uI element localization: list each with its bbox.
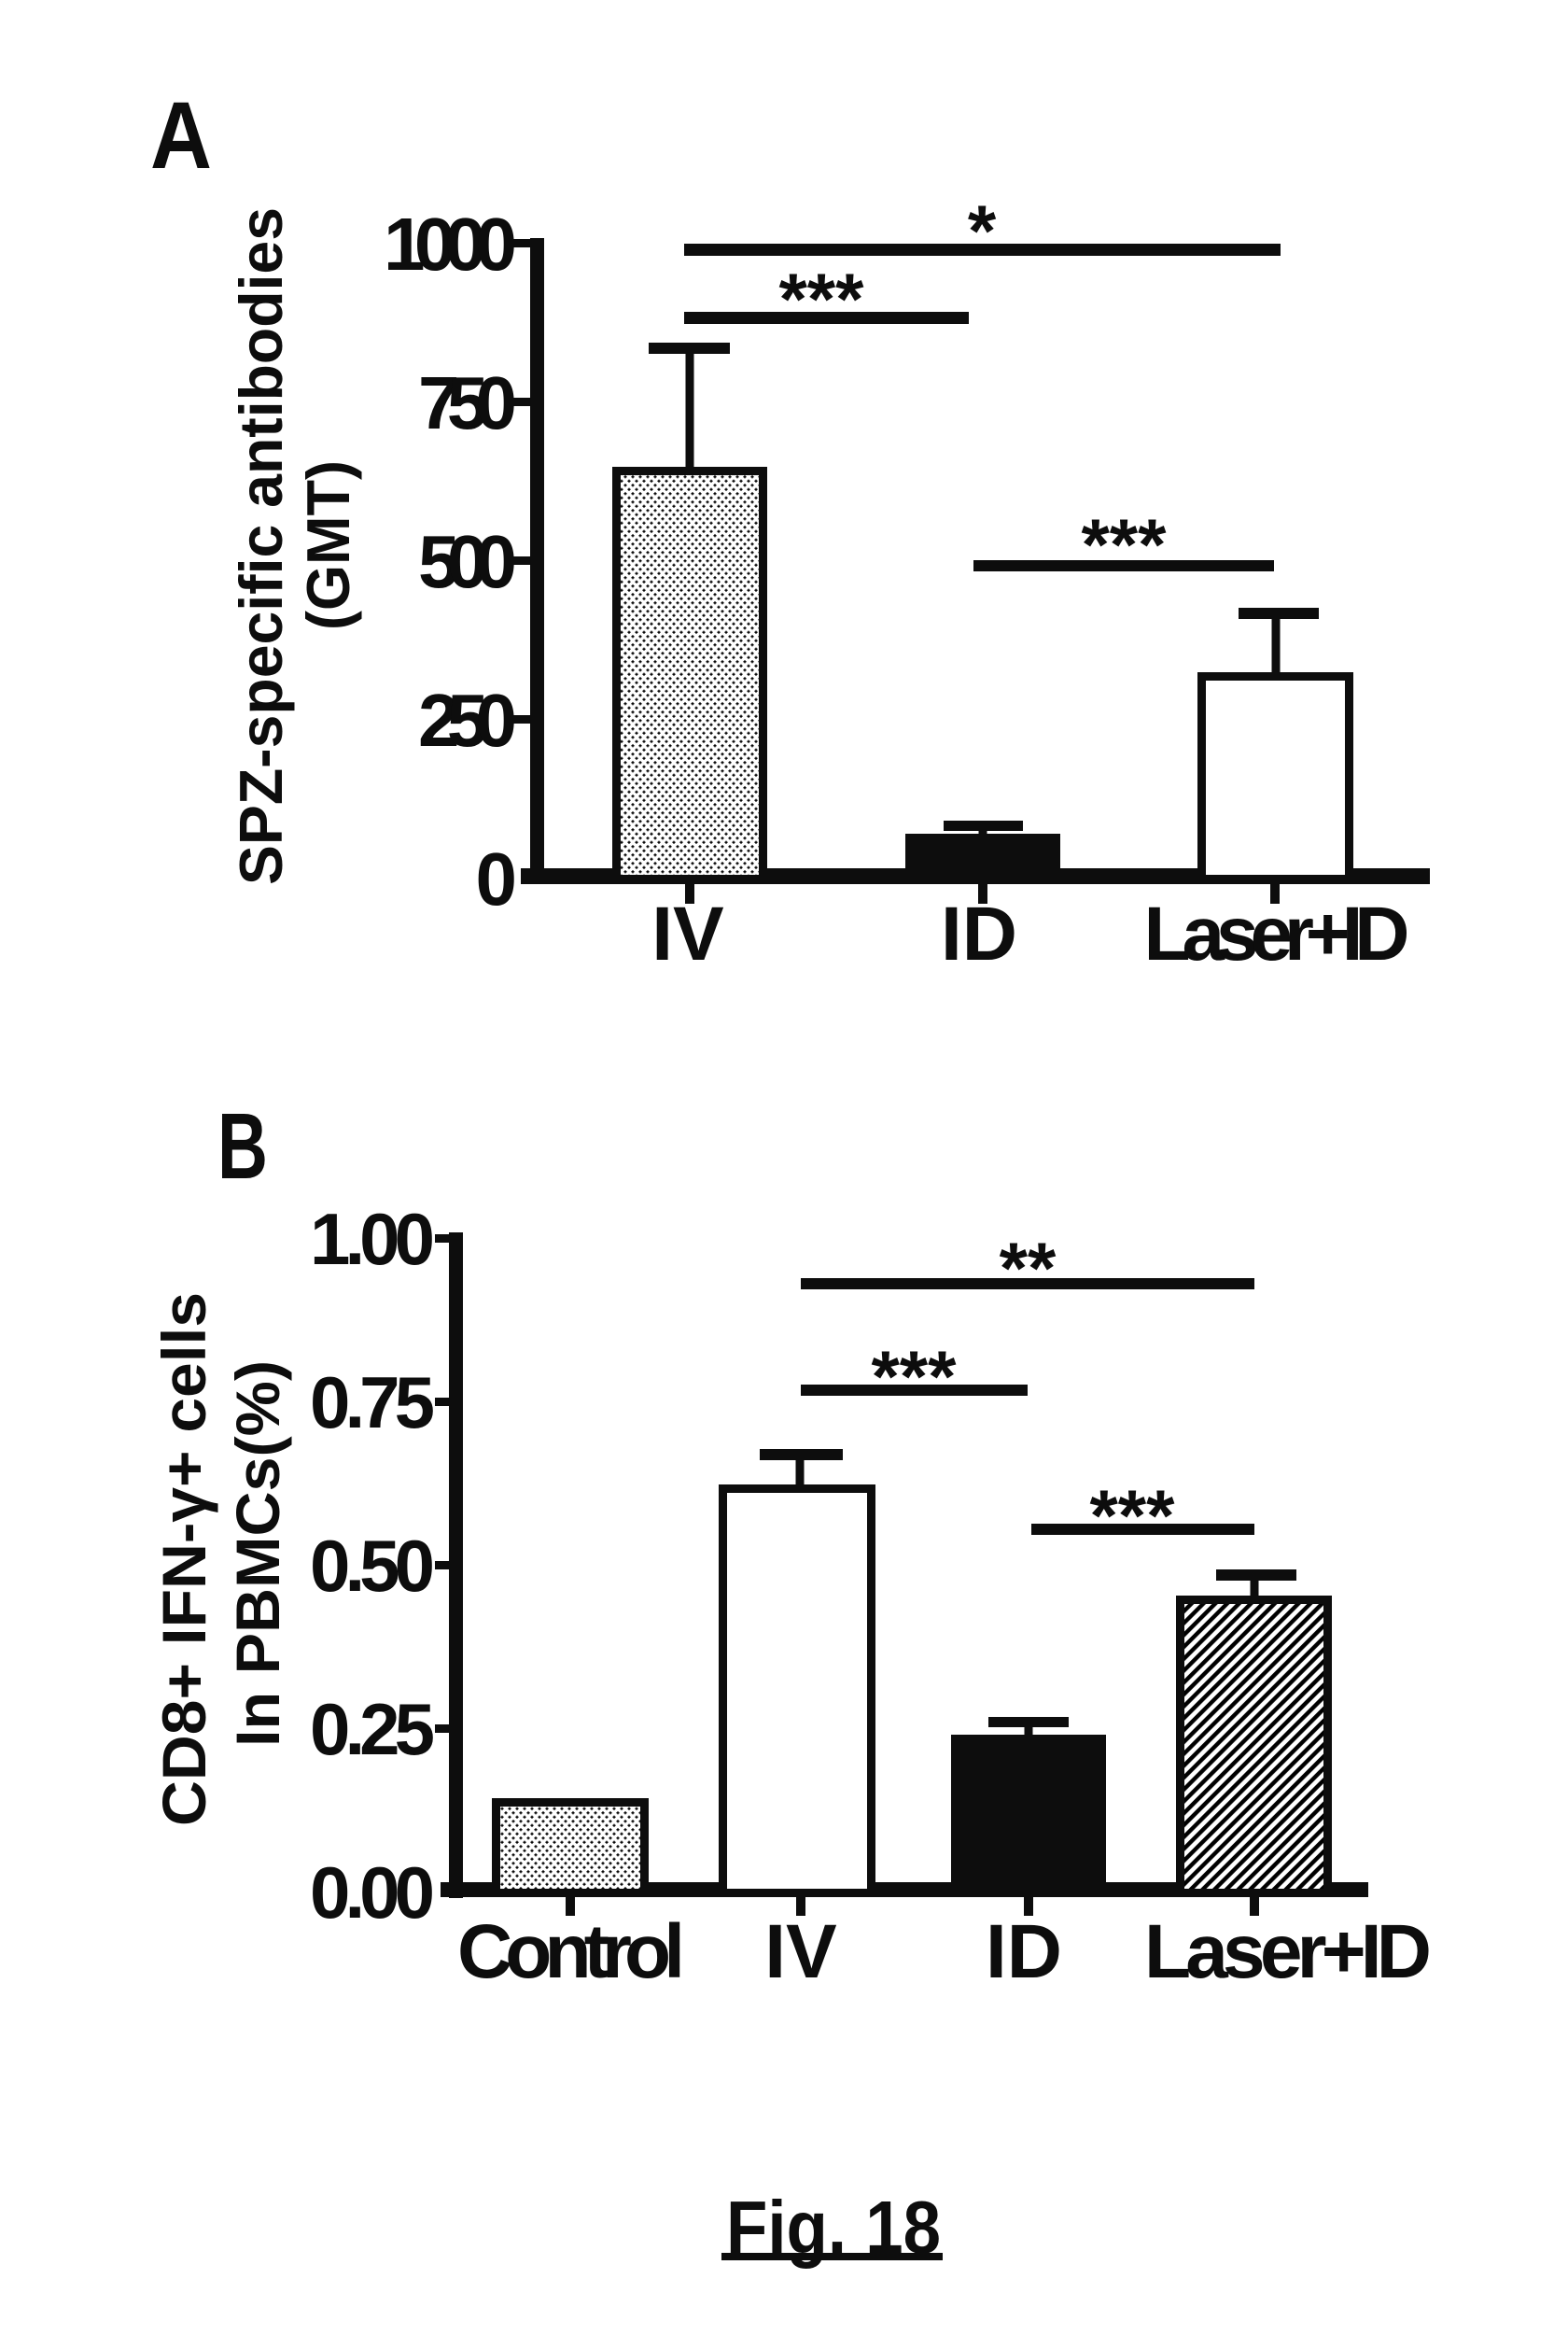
- svg-text:A: A: [150, 82, 212, 189]
- svg-text:Laser+ID: Laser+ID: [1144, 892, 1410, 977]
- svg-text:*: *: [968, 190, 997, 272]
- svg-text:In PBMCs(%): In PBMCs(%): [223, 1360, 292, 1747]
- svg-text:CD8+ IFN-γ+ cells: CD8+ IFN-γ+ cells: [149, 1292, 218, 1826]
- svg-text:***: ***: [871, 1335, 957, 1417]
- svg-text:1.00: 1.00: [310, 1198, 435, 1280]
- svg-text:***: ***: [778, 258, 864, 340]
- svg-text:**: **: [1000, 1227, 1057, 1309]
- svg-text:B: B: [217, 1094, 268, 1199]
- svg-text:***: ***: [1089, 1474, 1175, 1556]
- svg-text:0: 0: [476, 837, 518, 921]
- svg-text:0.25: 0.25: [310, 1688, 435, 1770]
- svg-text:ID: ID: [941, 892, 1017, 977]
- svg-text:ID: ID: [986, 1909, 1062, 1994]
- svg-text:Laser+ID: Laser+ID: [1144, 1909, 1432, 1994]
- svg-text:0.50: 0.50: [310, 1525, 435, 1607]
- svg-text:1000: 1000: [384, 203, 517, 286]
- svg-text:750: 750: [418, 361, 517, 444]
- svg-text:500: 500: [418, 520, 517, 603]
- svg-text:0.75: 0.75: [310, 1361, 435, 1443]
- svg-text:***: ***: [1081, 503, 1167, 585]
- svg-text:IV: IV: [651, 892, 724, 977]
- svg-text:Control: Control: [457, 1909, 685, 1994]
- svg-text:0.00: 0.00: [310, 1851, 435, 1934]
- svg-text:SPZ-specific antibodies: SPZ-specific antibodies: [227, 207, 295, 885]
- svg-text:IV: IV: [764, 1909, 837, 1994]
- svg-text:250: 250: [418, 679, 517, 762]
- svg-text:(GMT): (GMT): [294, 460, 362, 630]
